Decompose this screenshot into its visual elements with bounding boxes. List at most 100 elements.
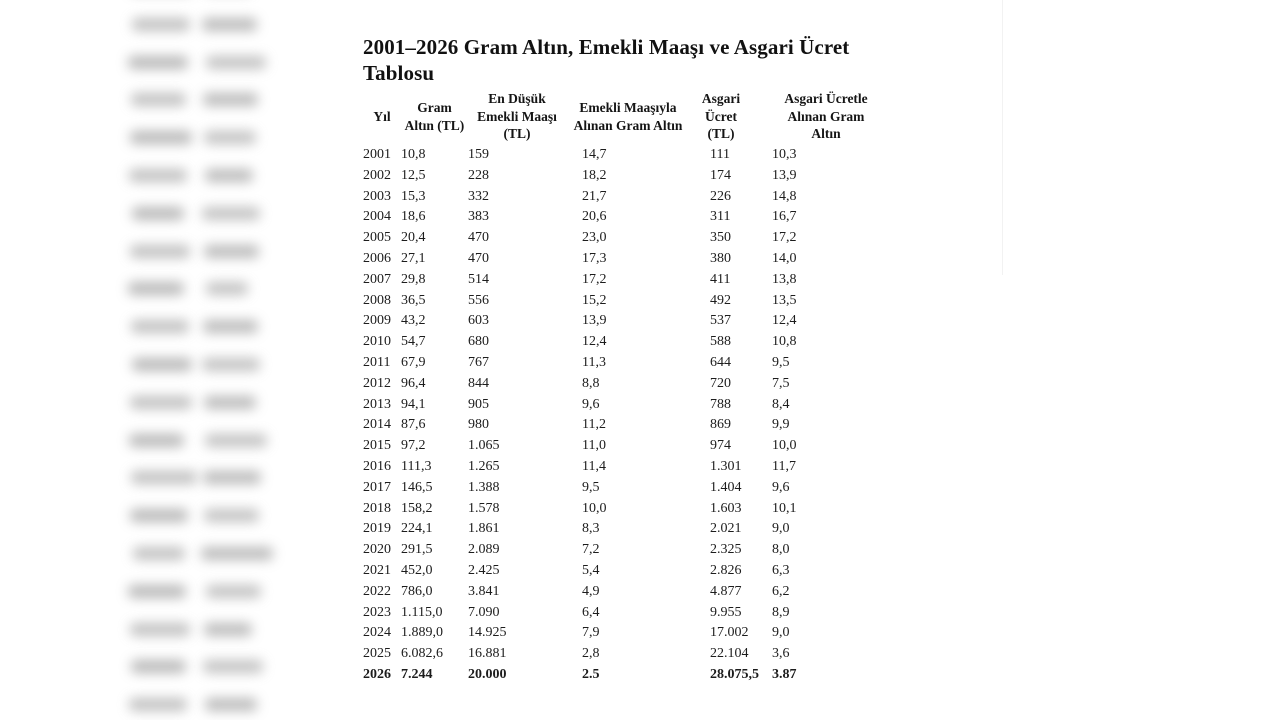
table-row: 2021 452,0 2.425 5,4 2.826 6,3 — [363, 561, 906, 582]
column-header: Asgari Ücretle Alınan Gram Altın — [772, 88, 906, 145]
table-cell: 2003 — [363, 188, 391, 204]
blurred-text-blob — [206, 584, 261, 598]
table-row: 2026 7.244 20.000 2.5 28.075,5 3.87 — [363, 665, 906, 686]
table-cell: 13,9 — [582, 313, 607, 329]
table-cell: 2.5 — [582, 666, 600, 682]
table-cell: 10,0 — [772, 438, 797, 454]
table-row: 2009 43,2 603 13,9 537 12,4 — [363, 311, 906, 332]
table-cell: 174 — [710, 167, 731, 183]
table-cell: 2021 — [363, 562, 391, 578]
page-edge-divider — [1002, 0, 1003, 275]
table-cell: 10,1 — [772, 500, 797, 516]
table-row: 2002 12,5 228 18,2 174 13,9 — [363, 166, 906, 187]
table-cell: 1.603 — [710, 500, 742, 516]
table-row: 2016 111,3 1.265 11,4 1.301 11,7 — [363, 457, 906, 478]
table-cell: 7.244 — [401, 666, 433, 682]
table-row: 2018 158,2 1.578 10,0 1.603 10,1 — [363, 499, 906, 520]
table-cell: 16,7 — [772, 209, 797, 225]
table-cell: 980 — [468, 417, 489, 433]
table-row: 2006 27,1 470 17,3 380 14,0 — [363, 249, 906, 270]
table-cell: 869 — [710, 417, 731, 433]
table-cell: 2026 — [363, 666, 391, 682]
table-cell: 2013 — [363, 396, 391, 412]
table-cell: 2,8 — [582, 646, 600, 662]
table-cell: 8,3 — [582, 521, 600, 537]
blurred-text-blob — [131, 471, 197, 485]
table-cell: 2025 — [363, 646, 391, 662]
blurred-text-blob — [204, 131, 256, 145]
blurred-text-blob — [129, 433, 184, 447]
table-cell: 6.082,6 — [401, 646, 443, 662]
column-header-label: Yıl — [373, 108, 391, 124]
table-cell: 767 — [468, 354, 489, 370]
column-header-label: Asgari Ücretle Alınan Gram Altın — [784, 91, 868, 142]
table-cell: 1.404 — [710, 479, 742, 495]
table-cell: 492 — [710, 292, 731, 308]
blurred-text-blob — [205, 433, 267, 447]
blurred-text-blob — [131, 93, 186, 107]
table-cell: 12,4 — [772, 313, 797, 329]
table-cell: 12,5 — [401, 167, 426, 183]
table-cell: 2005 — [363, 230, 391, 246]
table-cell: 8,9 — [772, 604, 790, 620]
table-cell: 43,2 — [401, 313, 426, 329]
table-cell: 23,0 — [582, 230, 607, 246]
table-cell: 2012 — [363, 375, 391, 391]
table-cell: 291,5 — [401, 542, 433, 558]
table-body: 2001 10,8 159 14,7 111 10,3 2002 12,5 228 18,2 174… — [363, 145, 906, 686]
table-cell: 67,9 — [401, 354, 426, 370]
table-cell: 111,3 — [401, 458, 432, 474]
column-header-label: Gram Altın (TL) — [404, 100, 465, 133]
table-cell: 7,9 — [582, 625, 600, 641]
table-cell: 20,6 — [582, 209, 607, 225]
blurred-text-blob — [128, 282, 184, 296]
blurred-text-blob — [131, 320, 189, 334]
table-cell: 21,7 — [582, 188, 607, 204]
table-cell: 11,2 — [582, 417, 606, 433]
table-row: 2004 18,6 383 20,6 311 16,7 — [363, 207, 906, 228]
blurred-text-blob — [132, 206, 184, 220]
table-row: 2011 67,9 767 11,3 644 9,5 — [363, 353, 906, 374]
table-cell: 17,2 — [582, 271, 607, 287]
blurred-text-blob — [202, 206, 260, 220]
table-cell: 54,7 — [401, 334, 426, 350]
blurred-text-blob — [131, 660, 186, 674]
table-cell: 332 — [468, 188, 489, 204]
table-cell: 2007 — [363, 271, 391, 287]
table-cell: 17,2 — [772, 230, 797, 246]
blurred-text-blob — [203, 660, 263, 674]
blurred-text-blob — [133, 547, 185, 560]
table-cell: 4.877 — [710, 583, 742, 599]
blurred-text-blob — [204, 244, 259, 258]
table-cell: 1.388 — [468, 479, 500, 495]
table-cell: 36,5 — [401, 292, 426, 308]
table-cell: 97,2 — [401, 438, 426, 454]
blurred-text-blob — [132, 358, 192, 371]
table-cell: 228 — [468, 167, 489, 183]
table-cell: 470 — [468, 230, 489, 246]
blurred-text-blob — [130, 395, 192, 409]
table-cell: 10,3 — [772, 147, 797, 162]
table-cell: 14,0 — [772, 250, 797, 266]
table-cell: 2.826 — [710, 562, 742, 578]
table-cell: 14,8 — [772, 188, 797, 204]
column-header-label: En Düşük Emekli Maaşı (TL) — [477, 91, 557, 142]
table-cell: 2008 — [363, 292, 391, 308]
table-cell: 6,4 — [582, 604, 600, 620]
blurred-text-blob — [129, 698, 187, 712]
table-cell: 9,6 — [582, 396, 600, 412]
table-cell: 452,0 — [401, 562, 433, 578]
table-cell: 2019 — [363, 521, 391, 537]
table-cell: 14.925 — [468, 625, 507, 641]
blurred-text-blob — [130, 131, 192, 145]
table-cell: 2015 — [363, 438, 391, 454]
blurred-text-blob — [130, 244, 190, 258]
table-row: 2005 20,4 470 23,0 350 17,2 — [363, 228, 906, 249]
table-cell: 2022 — [363, 583, 391, 599]
table-cell: 2016 — [363, 458, 391, 474]
table-cell: 12,4 — [582, 334, 607, 350]
table-cell: 1.301 — [710, 458, 742, 474]
table-cell: 9.955 — [710, 604, 742, 620]
table-cell: 788 — [710, 396, 731, 412]
table-cell: 8,8 — [582, 375, 600, 391]
